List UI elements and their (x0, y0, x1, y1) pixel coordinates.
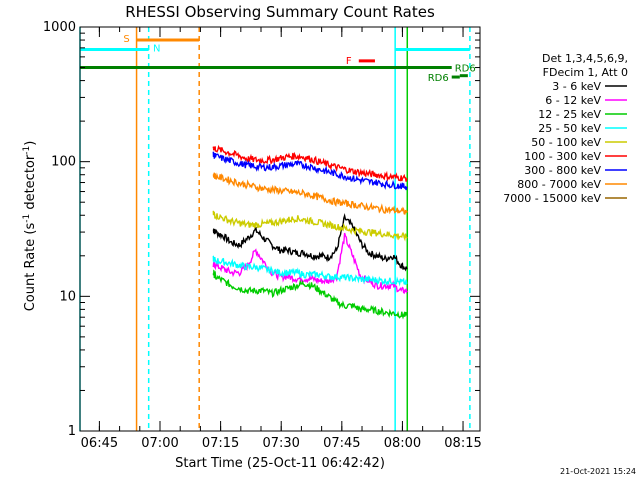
flag-label-f: F (346, 56, 352, 67)
legend-entry-label: 50 - 100 keV (531, 136, 601, 149)
series-line (212, 172, 408, 215)
x-tick-label: 07:30 (262, 436, 299, 451)
y-tick-label: 10 (59, 289, 76, 304)
x-tick-label: 08:15 (444, 436, 481, 451)
legend-entry-label: 800 - 7000 keV (517, 178, 601, 191)
x-tick-label: 08:00 (384, 436, 421, 451)
flag-label-s: S (123, 34, 129, 45)
generated-timestamp: 21-Oct-2021 15:24 (560, 467, 636, 476)
x-tick-label: 06:45 (81, 436, 118, 451)
chart-title: RHESSI Observing Summary Count Rates (125, 3, 435, 21)
flag-label-rd6b: RD6 (428, 73, 449, 84)
y-tick-label: 1 (68, 424, 76, 439)
legend-entry-label: 6 - 12 keV (545, 94, 601, 107)
plot-area: S N F RD6 RD6 (79, 27, 476, 431)
y-axis-label: Count Rate (s-1 detector-1) (22, 141, 38, 312)
legend-entry-label: 25 - 50 keV (538, 122, 601, 135)
x-axis-label: Start Time (25-Oct-11 06:42:42) (175, 456, 385, 471)
legend-entry-label: 7000 - 15000 keV (503, 192, 601, 205)
legend-header-line-2: FDecim 1, Att 0 (543, 66, 628, 79)
series-line (212, 255, 408, 287)
axes: 1 10 100 1000 06:45 07:00 07:15 07:30 07:45 08:00… (43, 20, 482, 451)
legend-entry-label: 3 - 6 keV (552, 80, 601, 93)
x-tick-label: 07:00 (141, 436, 178, 451)
series-line (212, 213, 408, 272)
flag-label-rd6: RD6 (455, 64, 476, 75)
series-line (212, 210, 408, 242)
legend-header-line-1: Det 1,3,4,5,6,9, (542, 52, 628, 65)
x-tick-label: 07:15 (202, 436, 239, 451)
x-tick-label: 07:45 (323, 436, 360, 451)
plot-frame (79, 26, 481, 432)
legend: Det 1,3,4,5,6,9, FDecim 1, Att 0 3 - 6 k… (503, 52, 628, 205)
series-line (212, 144, 408, 183)
y-tick-label: 100 (51, 155, 76, 170)
series-line (212, 151, 408, 191)
legend-entry-label: 300 - 800 keV (524, 164, 601, 177)
flag-label-n: N (153, 44, 160, 55)
series-line (212, 232, 408, 294)
y-tick-label: 1000 (43, 20, 76, 35)
series-line (212, 269, 408, 320)
legend-entry-label: 12 - 25 keV (538, 108, 601, 121)
legend-entry-label: 100 - 300 keV (524, 150, 601, 163)
